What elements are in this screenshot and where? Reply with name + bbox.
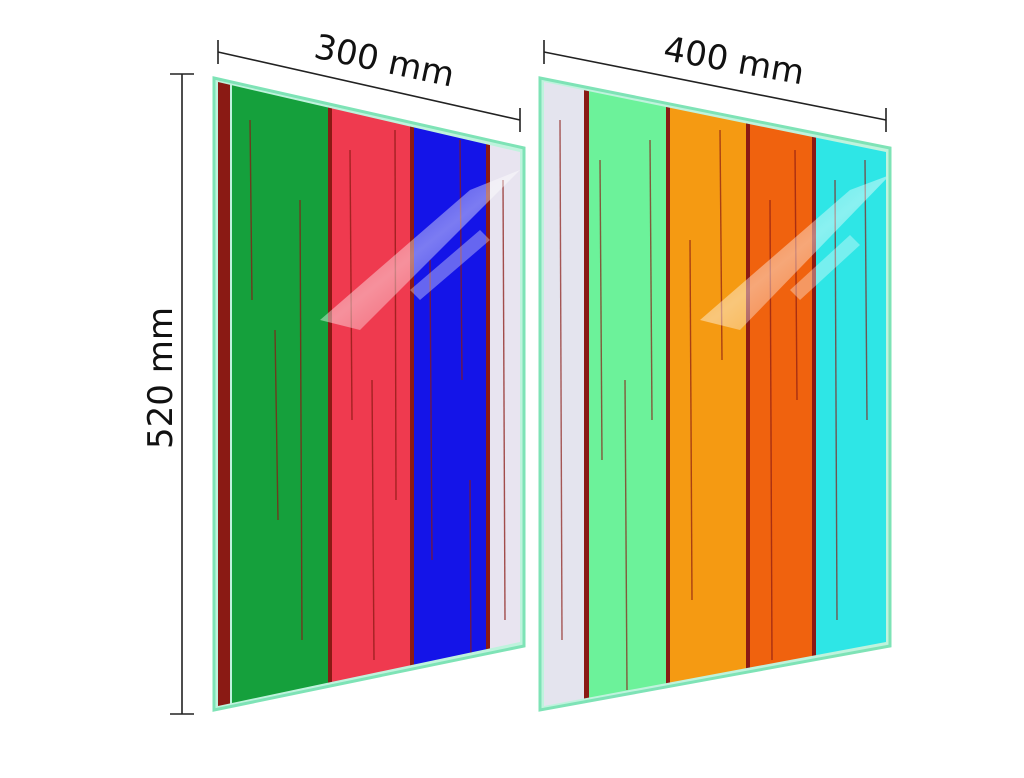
plank — [232, 82, 328, 706]
plank — [589, 82, 666, 706]
plank — [490, 82, 520, 706]
width-label-left: 300 mm — [311, 27, 458, 96]
dimension-lines — [170, 40, 887, 715]
plank — [750, 82, 812, 706]
glass-panel-right — [538, 76, 892, 712]
plank — [670, 82, 746, 706]
height-label: 520 mm — [141, 307, 181, 449]
panel-left-planks — [218, 82, 520, 706]
width-label-right: 400 mm — [661, 29, 808, 93]
plank — [414, 82, 486, 706]
glass-panel-left — [212, 76, 526, 712]
plank — [816, 82, 886, 706]
panel-right-planks — [544, 82, 886, 706]
plank — [544, 82, 584, 706]
plank — [332, 82, 410, 706]
